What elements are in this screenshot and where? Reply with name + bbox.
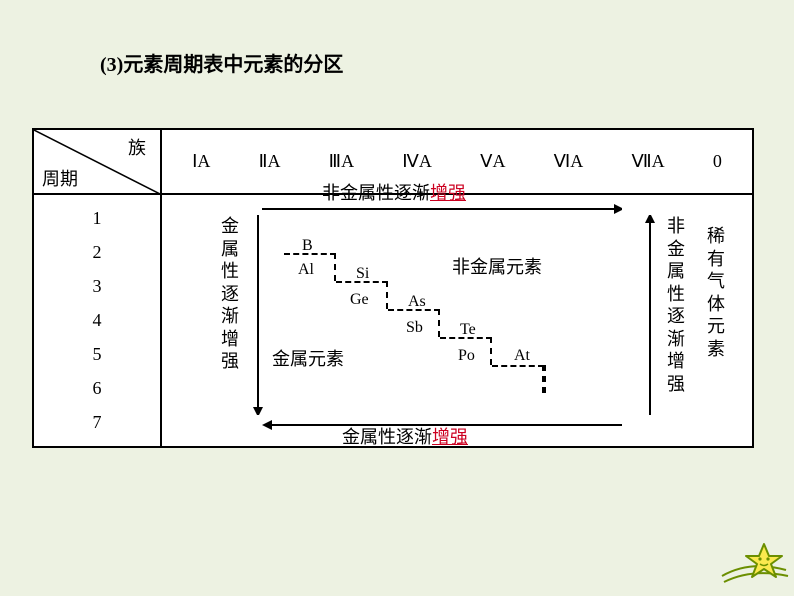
arrow-up-icon <box>642 215 658 415</box>
group-header: ⅡA <box>259 151 281 172</box>
period-column: 1 2 3 4 5 6 7 <box>34 195 162 446</box>
element-Te: Te <box>460 321 476 339</box>
group-header: 0 <box>713 151 722 172</box>
element-Ge: Ge <box>350 291 369 309</box>
element-Si: Si <box>356 265 369 283</box>
element-As: As <box>408 293 426 311</box>
body-row: 1 2 3 4 5 6 7 非金属性逐渐增强 金属性逐渐增强 <box>34 195 752 446</box>
period-number: 2 <box>93 242 102 263</box>
element-Po: Po <box>458 347 475 365</box>
period-number: 7 <box>93 412 102 433</box>
arrow-down-icon <box>250 215 266 415</box>
element-Sb: Sb <box>406 319 423 337</box>
star-decoration-icon <box>720 530 790 590</box>
trend-red: 增强 <box>432 427 468 447</box>
group-header: ⅥA <box>554 151 584 172</box>
element-Al: Al <box>298 261 314 279</box>
period-number: 5 <box>93 344 102 365</box>
trend-text: 非金属性逐渐 <box>322 183 430 203</box>
group-header: ⅦA <box>631 151 664 172</box>
bottom-trend-label: 金属性逐渐增强 <box>342 423 468 449</box>
trend-text: 金属性逐渐 <box>342 427 432 447</box>
period-number: 1 <box>93 208 102 229</box>
group-header: ⅣA <box>402 151 432 172</box>
stair-step <box>492 365 544 393</box>
trend-red: 增强 <box>430 183 466 203</box>
col-axis-label: 族 <box>128 134 146 160</box>
periodic-partition-table: 族 周期 ⅠA ⅡA ⅢA ⅣA ⅤA ⅥA ⅦA 0 1 2 3 4 5 6 … <box>32 128 754 448</box>
element-B: B <box>302 237 313 255</box>
stair-step <box>544 365 546 393</box>
nonmetal-region-label: 非金属元素 <box>452 253 542 279</box>
period-number: 3 <box>93 276 102 297</box>
period-number: 4 <box>93 310 102 331</box>
top-trend-label: 非金属性逐渐增强 <box>322 179 466 205</box>
left-metal-trend: 金属性逐渐增强 <box>220 215 240 373</box>
right-nonmetal-trend: 非金属性逐渐增强 <box>666 215 686 395</box>
partition-diagram: 非金属性逐渐增强 金属性逐渐增强 非金属性逐渐增强 稀有气体元素 <box>162 195 752 446</box>
section-title: (3)元素周期表中元素的分区 <box>100 48 343 77</box>
period-number: 6 <box>93 378 102 399</box>
group-header: ⅤA <box>480 151 505 172</box>
group-header: ⅢA <box>329 151 354 172</box>
group-header: ⅠA <box>192 151 210 172</box>
corner-cell: 族 周期 <box>34 130 162 195</box>
element-At: At <box>514 347 530 365</box>
metal-region-label: 金属元素 <box>272 345 344 371</box>
row-axis-label: 周期 <box>42 165 78 191</box>
noble-gas-label: 稀有气体元素 <box>706 225 726 360</box>
